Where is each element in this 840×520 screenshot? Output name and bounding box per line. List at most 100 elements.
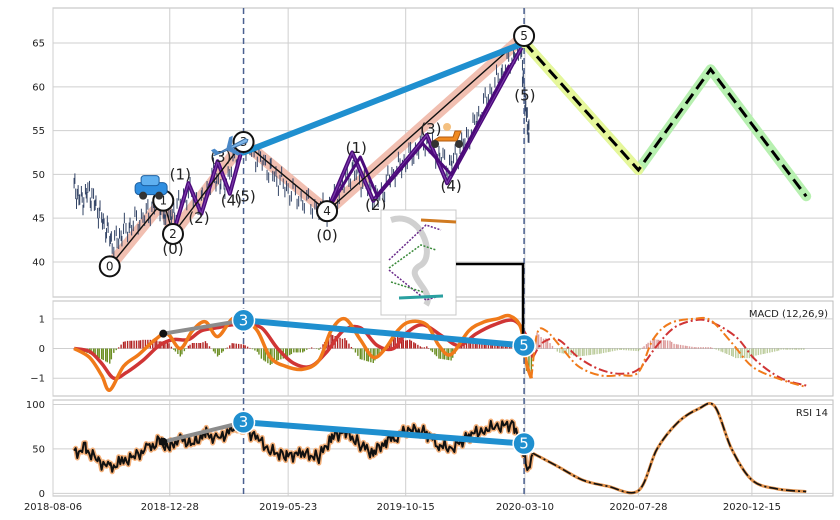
macd-histogram-bar xyxy=(133,340,135,349)
y-tick-label-price: 65 xyxy=(32,39,45,50)
macd-histogram-bar xyxy=(620,348,623,350)
macd-histogram-bar xyxy=(632,348,635,351)
macd-histogram-bar xyxy=(302,348,304,353)
macd-histogram-bar xyxy=(388,343,391,349)
macd-histogram-bar xyxy=(166,340,169,349)
macd-histogram-bar xyxy=(460,345,463,349)
macd-histogram-bar xyxy=(549,343,551,349)
macd-histogram-bar xyxy=(717,348,720,351)
macd-histogram-bar xyxy=(722,348,724,353)
macd-histogram-bar xyxy=(537,334,540,349)
macd-histogram-bar xyxy=(735,348,737,359)
macd-histogram-bar xyxy=(303,348,306,352)
macd-histogram-bar xyxy=(474,341,477,349)
inset-shape xyxy=(390,215,431,307)
subwave-label: (2) xyxy=(188,209,209,227)
macd-divergence-gray-connector xyxy=(161,318,246,336)
scooter-icon xyxy=(431,122,464,148)
macd-histogram-bar xyxy=(189,344,191,349)
macd-histogram-bar xyxy=(402,339,404,349)
rsi-divergence-marker xyxy=(512,431,536,456)
macd-histogram-bar xyxy=(746,348,748,359)
macd-histogram-bar xyxy=(431,348,434,353)
subwave-label: (3) xyxy=(420,120,441,138)
macd-histogram-bar xyxy=(776,348,778,352)
macd-divergence-marker xyxy=(512,333,536,358)
macd-histogram-bar xyxy=(588,348,590,356)
plane-tail xyxy=(210,148,220,155)
car-cabin xyxy=(140,175,160,187)
macd-histogram-bar xyxy=(237,343,240,349)
macd-histogram-bar xyxy=(707,347,709,349)
wave-marker xyxy=(513,25,536,48)
macd-histogram-bar xyxy=(124,341,126,349)
macd-histogram-bar xyxy=(803,348,805,350)
macd-histogram-bar xyxy=(800,348,803,350)
subwave-label: (4) xyxy=(440,177,461,195)
macd-histogram-bar xyxy=(596,348,598,355)
macd-histogram-bar xyxy=(669,340,671,349)
macd-histogram-bar xyxy=(782,348,785,350)
macd-histogram-bar xyxy=(120,344,122,349)
y-tick-label-price: 50 xyxy=(32,170,45,181)
rsi-divergence-marker-label: 3 xyxy=(239,413,249,431)
macd-histogram-bar xyxy=(341,338,344,349)
macd-histogram-bar xyxy=(641,347,644,349)
macd-histogram-bar xyxy=(491,343,494,349)
macd-histogram-bar xyxy=(229,345,231,349)
macd-histogram-bar xyxy=(563,348,565,354)
macd-histogram-bar xyxy=(785,348,787,350)
macd-histogram-bar xyxy=(769,348,771,353)
macd-histogram-bar xyxy=(276,348,278,361)
macd-histogram-bar xyxy=(242,344,245,349)
macd-histogram-bar xyxy=(225,348,227,350)
macd-histogram-bar xyxy=(318,348,320,350)
macd-histogram-bar xyxy=(630,348,632,351)
macd-histogram-bar xyxy=(697,347,700,349)
macd-histogram-bar xyxy=(605,348,607,353)
macd-histogram-bar xyxy=(760,348,762,355)
macd-histogram-bar xyxy=(600,348,602,354)
macd-histogram-bar xyxy=(439,348,442,359)
macd-histogram-bar xyxy=(98,348,100,359)
wave-label: 5 xyxy=(520,29,528,43)
macd-histogram-bar xyxy=(135,340,138,349)
macd-histogram-bar xyxy=(705,347,707,349)
macd-histogram-bar xyxy=(306,348,308,350)
macd-histogram-bar xyxy=(660,339,662,349)
macd-histogram-bar xyxy=(794,348,796,350)
macd-histogram-bar xyxy=(181,348,183,355)
macd-histogram-bar xyxy=(327,337,330,349)
macd-histogram-bar xyxy=(348,343,350,349)
airplane-icon xyxy=(210,135,249,157)
macd-histogram-bar xyxy=(664,340,666,349)
macd-histogram-bar xyxy=(322,344,324,349)
macd-histogram-bar xyxy=(567,348,570,355)
macd-histogram-bar xyxy=(695,347,697,349)
macd-histogram-bar xyxy=(589,348,592,355)
macd-histogram-bar xyxy=(732,348,734,357)
macd-histogram-bar xyxy=(198,342,200,349)
macd-histogram-bar xyxy=(350,346,353,349)
inset-lines-purple xyxy=(388,224,444,301)
rsi-layer xyxy=(71,401,807,495)
macd-histogram-bar xyxy=(585,348,588,356)
macd-histogram-bar xyxy=(724,348,726,354)
macd-histogram-bar xyxy=(177,348,179,355)
macd-histogram-bar xyxy=(289,348,291,356)
macd-histogram-bar xyxy=(413,342,415,349)
macd-histogram-bar xyxy=(193,342,195,349)
inset-lines-green xyxy=(388,244,437,293)
macd-histogram-bar xyxy=(616,348,619,351)
macd-histogram-bar xyxy=(299,348,301,353)
wave-label: 0 xyxy=(106,259,114,273)
macd-histogram-bar xyxy=(575,348,577,357)
macd-histogram-bar xyxy=(208,346,211,349)
macd-histogram-bar xyxy=(273,348,276,363)
macd-histogram-bar xyxy=(191,342,194,349)
macd-histogram-bar xyxy=(244,345,246,349)
macd-histogram-bar xyxy=(357,348,359,356)
macd-histogram-bar xyxy=(246,346,249,349)
macd-histogram-bar xyxy=(673,343,675,349)
macd-histogram-bar xyxy=(741,348,743,359)
